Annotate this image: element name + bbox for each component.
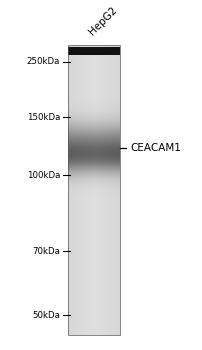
Text: 50kDa: 50kDa: [32, 310, 60, 320]
Text: 70kDa: 70kDa: [32, 246, 60, 256]
Text: 150kDa: 150kDa: [27, 112, 60, 121]
Bar: [68, 45, 120, 335]
Text: CEACAM1: CEACAM1: [130, 143, 181, 153]
Text: HepG2: HepG2: [87, 5, 119, 37]
Bar: [68, 47, 120, 55]
Text: 100kDa: 100kDa: [27, 170, 60, 180]
Text: 250kDa: 250kDa: [27, 57, 60, 66]
